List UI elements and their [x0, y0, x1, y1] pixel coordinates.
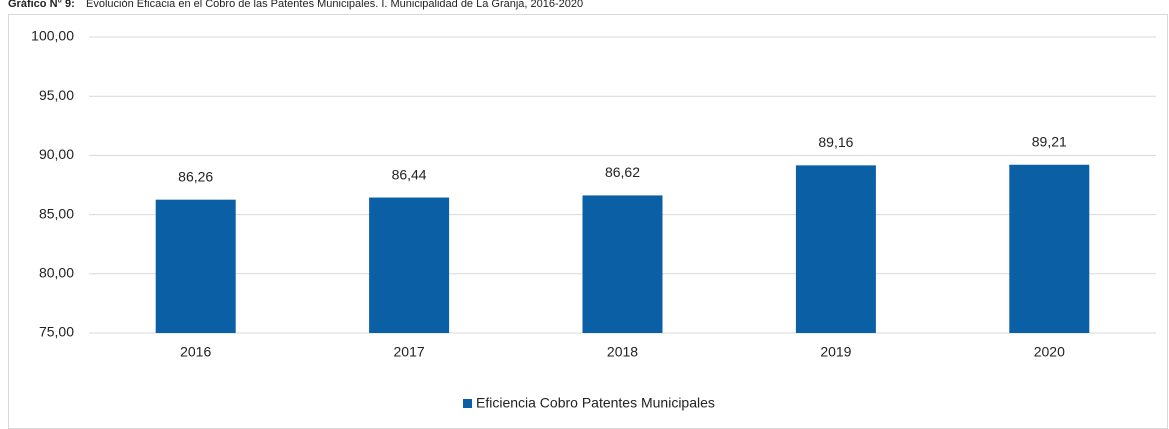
bar: [155, 199, 236, 333]
chart-title: Evolución Eficacia en el Cobro de las Pa…: [86, 0, 583, 10]
x-tick-label: 2017: [394, 344, 425, 360]
data-label: 86,44: [392, 166, 427, 182]
data-label: 89,21: [1032, 133, 1067, 149]
bar: [1009, 164, 1090, 333]
data-label: 86,62: [605, 164, 640, 180]
bar: [369, 197, 450, 333]
chart-title-label: Gráfico N° 9:: [8, 0, 75, 10]
bar: [795, 165, 876, 333]
y-tick-label: 90,00: [39, 146, 74, 162]
data-label: 89,16: [818, 134, 853, 150]
y-tick-label: 100,00: [31, 28, 74, 44]
x-tick-label: 2018: [607, 344, 638, 360]
bar: [582, 195, 663, 333]
data-label: 86,26: [178, 168, 213, 184]
x-tick-label: 2016: [180, 344, 211, 360]
y-tick-label: 75,00: [39, 324, 74, 340]
x-tick-label: 2019: [820, 344, 851, 360]
y-tick-label: 80,00: [39, 265, 74, 281]
legend-swatch: [463, 399, 472, 408]
x-tick-label: 2020: [1034, 344, 1065, 360]
y-tick-label: 85,00: [39, 205, 74, 221]
y-tick-label: 95,00: [39, 87, 74, 103]
legend-label: Eficiencia Cobro Patentes Municipales: [476, 395, 715, 411]
